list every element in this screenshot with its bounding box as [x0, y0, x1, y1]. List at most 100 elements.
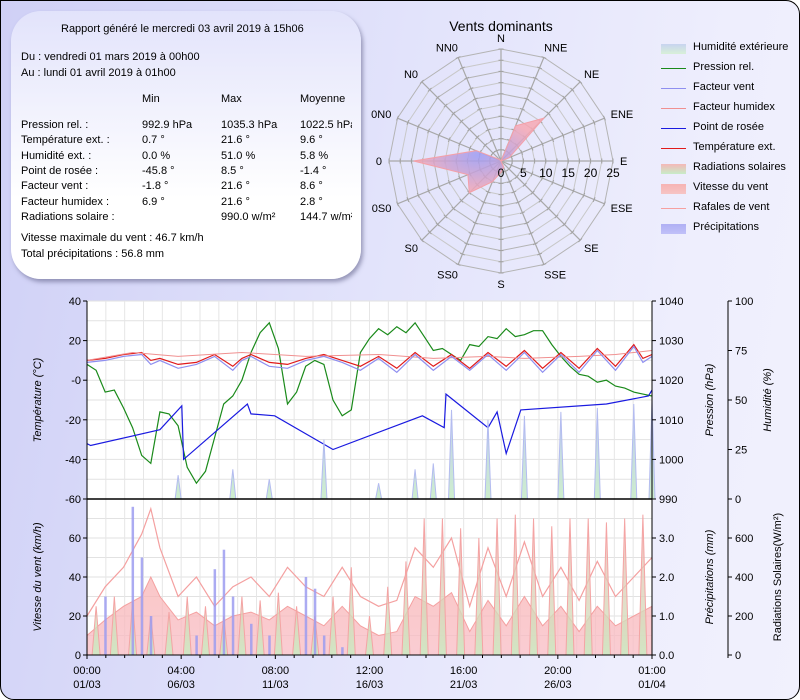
wind-rose-tick: [396, 115, 399, 121]
humidity-axis-title: Humidité (%): [762, 368, 774, 432]
wind-rose-direction-label: 0: [376, 156, 382, 168]
stat-label: Humidité ext. :: [21, 149, 92, 162]
wind-rose-tick: [427, 87, 432, 92]
series-facteur-humidex: [86, 350, 653, 361]
legend-swatch: [661, 224, 686, 234]
wind-rose-tick: [578, 238, 583, 243]
temp-axis-tick-label: -40: [65, 454, 81, 466]
wind-rose-tick: [582, 192, 586, 198]
legend-label: Pression rel.: [693, 61, 755, 73]
wind-rose-tick: [561, 132, 565, 138]
stat-avg: 8.6 °: [300, 180, 323, 193]
wind-rose-tick: [546, 206, 551, 211]
series-precipitation-bar: [222, 549, 226, 655]
pressure-axis-tick-label: 1030: [659, 336, 683, 348]
wind-rose-tick: [435, 222, 440, 227]
wind-rose-radial-tick: 25: [606, 166, 620, 180]
wind-rose-tick: [490, 150, 496, 156]
temp-axis-title: Température (°C): [32, 357, 44, 442]
series-pression-rel-: [86, 321, 653, 485]
x-tick-time: 08:00: [262, 665, 290, 677]
wind-rose-direction-label: 0N0: [371, 109, 391, 121]
wind-rose-tick: [562, 95, 567, 100]
pressure-axis-tick-label: 1020: [659, 375, 683, 387]
stat-label: Facteur vent :: [21, 180, 89, 193]
wind-rose-tick: [447, 179, 451, 185]
stat-max: 990.0 w/m²: [221, 210, 276, 223]
wind-rose-direction-label: 0S0: [372, 203, 392, 215]
x-tick-date: 01/03: [73, 679, 101, 691]
wind-rose-tick: [603, 115, 606, 121]
legend-swatch: [661, 164, 686, 174]
wind-rose-tick: [481, 118, 487, 122]
wind-rose-tick: [582, 124, 586, 130]
x-tick-date: 06/03: [167, 679, 195, 691]
x-tick-date: 26/03: [544, 679, 572, 691]
wind-rose-tick: [570, 87, 575, 92]
x-tick-time: 20:00: [544, 665, 572, 677]
legend-line: [661, 88, 686, 89]
wind-rose-tick: [489, 138, 495, 142]
wind-rose-direction-label: ENE: [611, 109, 634, 121]
wind-rose-tick: [406, 197, 410, 203]
wind-rose-tick: [509, 162, 513, 168]
stat-label: Pression rel. :: [21, 119, 89, 131]
wind-axis-tick-label: 0: [75, 650, 81, 662]
wind-rose-tick: [537, 252, 543, 256]
wind-rose-tick: [451, 111, 456, 116]
stat-avg: 9.6 °: [300, 134, 323, 147]
temp-axis-tick-label: -0: [71, 375, 81, 387]
solar-axis-tick-label: 600: [735, 533, 753, 545]
wind-rose-tick: [528, 87, 534, 90]
wind-rose-tick: [485, 190, 491, 194]
wind-rose-tick: [419, 238, 424, 243]
legend-label: Précipitations: [693, 221, 760, 233]
header-min: Min: [142, 93, 160, 105]
wind-rose-tick: [459, 119, 464, 124]
wind-rose-tick: [570, 230, 575, 235]
stat-max: 51.0 %: [221, 149, 256, 162]
report-from: Du : vendredi 01 mars 2019 à 00h00: [21, 51, 200, 63]
legend-label: Température ext.: [693, 141, 776, 153]
wind-rose-radial-tick: 10: [539, 166, 553, 180]
wind-rose-tick: [464, 76, 470, 80]
wind-rose-radial-tick: 0: [498, 166, 505, 180]
stat-min: 0.7 °: [142, 134, 165, 147]
wind-rose-tick: [406, 119, 410, 125]
wind-rose-tick: [467, 127, 472, 132]
stat-avg: 2.8 °: [300, 195, 323, 208]
x-tick-date: 16/03: [356, 679, 384, 691]
wind-rose-tick: [532, 242, 538, 246]
wind-rose-direction-label: NN0: [436, 42, 458, 54]
wind-rose-tick: [485, 128, 491, 132]
legend-label: Vitesse du vent: [693, 181, 769, 193]
wind-rose-tick: [416, 124, 420, 130]
series-wind-gusts: [86, 506, 653, 617]
header-avg: Moyenne: [300, 93, 346, 105]
stat-min: 992.9 hPa: [142, 119, 193, 131]
x-tick-time: 01:00: [638, 665, 666, 677]
wind-rose-direction-label: E: [620, 156, 627, 168]
solar-axis-tick-label: 200: [735, 611, 753, 623]
wind-rose-tick: [451, 206, 456, 211]
x-tick-time: 12:00: [356, 665, 384, 677]
wind-rose-tick: [519, 107, 525, 111]
wind-rose-tick: [468, 145, 472, 151]
wind-rose-tick: [551, 179, 555, 185]
wind-rose-tick: [464, 242, 470, 246]
stat-max: 21.6 °: [221, 180, 250, 193]
legend-label: Radiations solaires: [693, 161, 786, 173]
wind-rose-tick: [443, 103, 448, 108]
wind-rose-direction-label: SE: [584, 243, 599, 255]
series-precipitation-bar: [268, 635, 271, 655]
wind-rose-tick: [554, 103, 559, 108]
legend-swatch: [661, 44, 686, 54]
solar-axis-title: Radiations Solaires(W/m²): [772, 513, 784, 641]
x-tick-date: 01/04: [638, 679, 666, 691]
wind-rose-direction-label: NE: [584, 69, 599, 81]
wind-rose-data: [413, 117, 546, 194]
series-precipitation-bar: [104, 596, 107, 655]
wind-rose-tick: [592, 197, 596, 203]
wind-rose-tick: [459, 198, 464, 203]
stat-avg: 1022.5 hPa: [300, 119, 352, 131]
